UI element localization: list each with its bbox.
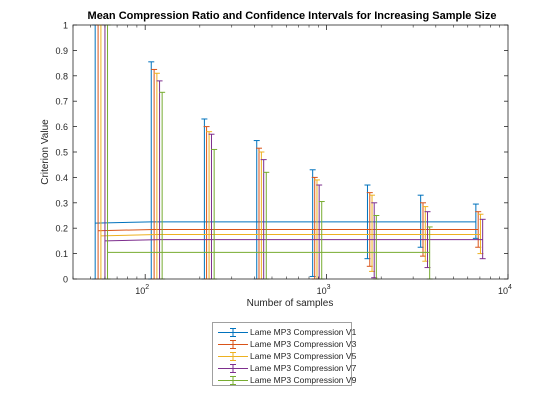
y-tick-label: 0.3 <box>55 198 68 208</box>
y-tick-label: 0.4 <box>55 173 68 183</box>
x-tick-label: 104 <box>498 284 512 296</box>
chart-title: Mean Compression Ratio and Confidence In… <box>88 10 497 22</box>
y-tick-label: 0.8 <box>55 71 68 81</box>
x-axis-label: Number of samples <box>247 298 334 309</box>
y-tick-label: 0.9 <box>55 46 68 56</box>
legend-errorbar-icon <box>218 352 248 361</box>
y-tick-label: 0.6 <box>55 122 68 132</box>
y-tick-label: 0.1 <box>55 249 68 259</box>
legend-item: Lame MP3 Compression V5 <box>213 350 353 362</box>
y-axis-label: Criterion Value <box>40 119 51 185</box>
legend-errorbar-icon <box>218 364 248 373</box>
x-tick-label: 102 <box>135 284 149 296</box>
y-tick-label: 0.5 <box>55 148 68 158</box>
legend: Lame MP3 Compression V1 Lame MP3 Compress… <box>212 322 352 386</box>
y-tick-label: 1 <box>63 21 68 31</box>
legend-errorbar-icon <box>218 340 248 349</box>
legend-item: Lame MP3 Compression V9 <box>213 374 353 386</box>
y-tick-label: 0 <box>63 275 68 285</box>
y-tick-label: 0.7 <box>55 97 68 107</box>
legend-errorbar-icon <box>218 328 248 337</box>
legend-item: Lame MP3 Compression V7 <box>213 362 353 374</box>
legend-item: Lame MP3 Compression V1 <box>213 326 353 338</box>
plot-area <box>73 25 508 279</box>
legend-item: Lame MP3 Compression V3 <box>213 338 353 350</box>
legend-label: Lame MP3 Compression V5 <box>250 350 356 362</box>
x-tick-label: 103 <box>317 284 331 296</box>
y-tick-label: 0.2 <box>55 224 68 234</box>
legend-errorbar-icon <box>218 376 248 385</box>
legend-label: Lame MP3 Compression V7 <box>250 362 356 374</box>
legend-label: Lame MP3 Compression V3 <box>250 338 356 350</box>
legend-label: Lame MP3 Compression V1 <box>250 326 356 338</box>
legend-label: Lame MP3 Compression V9 <box>250 374 356 386</box>
